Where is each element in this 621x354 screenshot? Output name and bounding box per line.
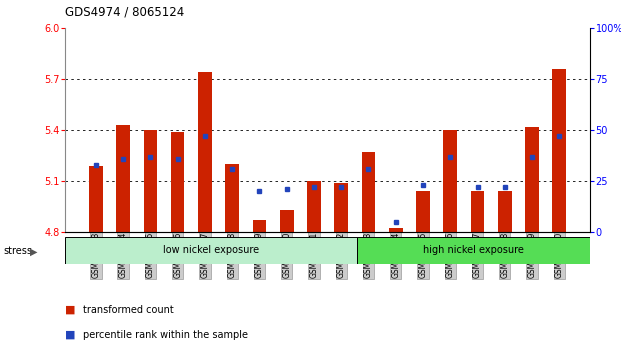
Bar [356, 237, 590, 264]
Bar [525, 127, 539, 232]
Bar [280, 210, 294, 232]
Bar [171, 132, 184, 232]
Bar [389, 228, 402, 232]
Text: high nickel exposure: high nickel exposure [423, 245, 524, 256]
Bar [443, 130, 457, 232]
Text: low nickel exposure: low nickel exposure [163, 245, 259, 256]
Text: ▶: ▶ [30, 246, 37, 256]
Text: percentile rank within the sample: percentile rank within the sample [83, 330, 248, 340]
Text: ■: ■ [65, 330, 76, 340]
Bar [498, 191, 512, 232]
Bar [116, 125, 130, 232]
Bar [416, 191, 430, 232]
Bar [225, 164, 239, 232]
Bar [471, 191, 484, 232]
Bar [143, 130, 157, 232]
Bar [198, 73, 212, 232]
Bar [65, 237, 356, 264]
Bar [334, 183, 348, 232]
Bar [253, 220, 266, 232]
Bar [307, 181, 321, 232]
Bar [361, 152, 375, 232]
Text: GDS4974 / 8065124: GDS4974 / 8065124 [65, 5, 184, 18]
Bar [89, 166, 102, 232]
Text: ■: ■ [65, 305, 76, 315]
Text: stress: stress [3, 246, 32, 256]
Text: transformed count: transformed count [83, 305, 173, 315]
Bar [553, 69, 566, 232]
